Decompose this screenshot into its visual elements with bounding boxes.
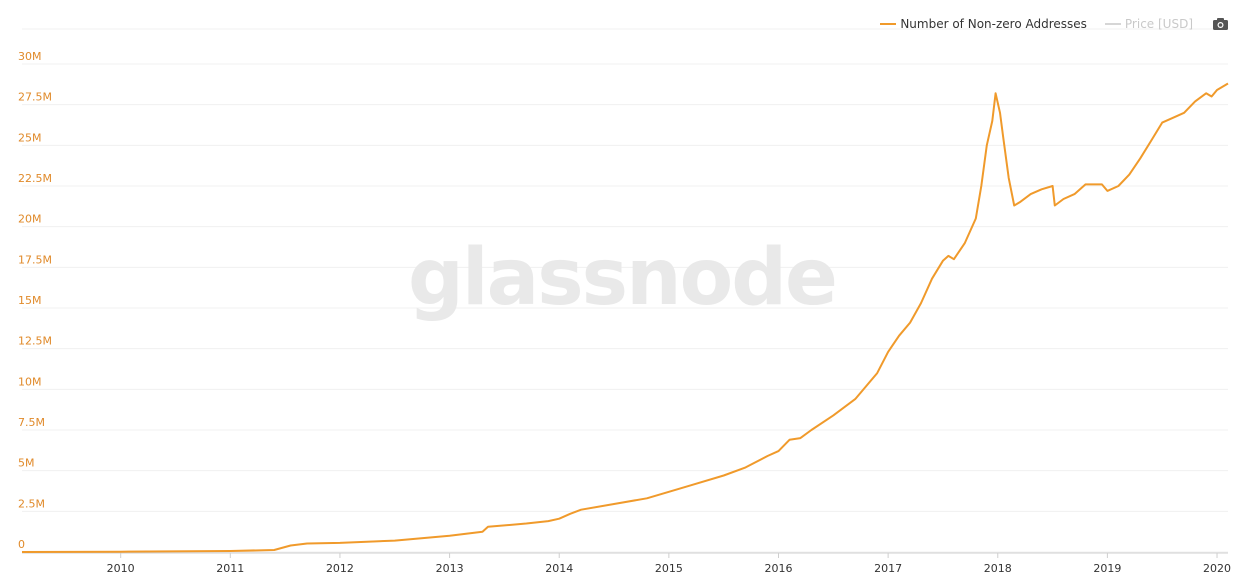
x-tick-label: 2020	[1203, 562, 1231, 575]
x-tick-label: 2019	[1093, 562, 1121, 575]
legend-label-non-zero-addresses: Number of Non-zero Addresses	[900, 17, 1087, 31]
camera-icon[interactable]	[1213, 18, 1228, 30]
x-tick-label: 2011	[216, 562, 244, 575]
y-tick-label: 30M	[18, 50, 42, 63]
x-tick-label: 2012	[326, 562, 354, 575]
y-tick-label: 10M	[18, 375, 42, 388]
legend-swatch-orange	[880, 23, 897, 25]
y-tick-label: 7.5M	[18, 416, 45, 429]
legend-label-price: Price [USD]	[1124, 17, 1193, 31]
x-tick-label: 2017	[874, 562, 902, 575]
y-tick-label: 0	[18, 538, 25, 551]
y-axis: 0 2.5M 5M 7.5M 10M 12.5M 15M 17.5M 20M 22.5M 25M 27…	[18, 50, 52, 551]
series-line-non-zero-addresses	[21, 82, 1229, 553]
watermark-text: glassnode	[408, 233, 836, 323]
legend: Number of Non-zero Addresses Price [USD]	[862, 17, 1228, 31]
x-axis: 2010 2011 2012 2013 2014 2015 2016 2017 2018 2019…	[22, 552, 1231, 575]
x-tick-label: 2016	[764, 562, 792, 575]
y-tick-label: 20M	[18, 213, 42, 226]
x-tick-label: 2018	[984, 562, 1012, 575]
legend-swatch-gray	[1104, 23, 1121, 25]
grid-lines	[22, 28, 1228, 553]
y-tick-label: 5M	[18, 457, 35, 470]
x-tick-label: 2010	[107, 562, 135, 575]
x-tick-label: 2014	[545, 562, 573, 575]
x-tick-label: 2013	[436, 562, 464, 575]
y-tick-label: 17.5M	[18, 253, 52, 266]
legend-item-non-zero-addresses[interactable]: Number of Non-zero Addresses	[880, 17, 1087, 31]
y-tick-label: 22.5M	[18, 172, 52, 185]
y-tick-label: 15M	[18, 294, 42, 307]
y-tick-label: 25M	[18, 131, 42, 144]
y-tick-label: 27.5M	[18, 91, 52, 104]
y-tick-label: 2.5M	[18, 497, 45, 510]
legend-item-price[interactable]: Price [USD]	[1104, 17, 1193, 31]
x-tick-label: 2015	[655, 562, 683, 575]
y-tick-label: 12.5M	[18, 335, 52, 348]
